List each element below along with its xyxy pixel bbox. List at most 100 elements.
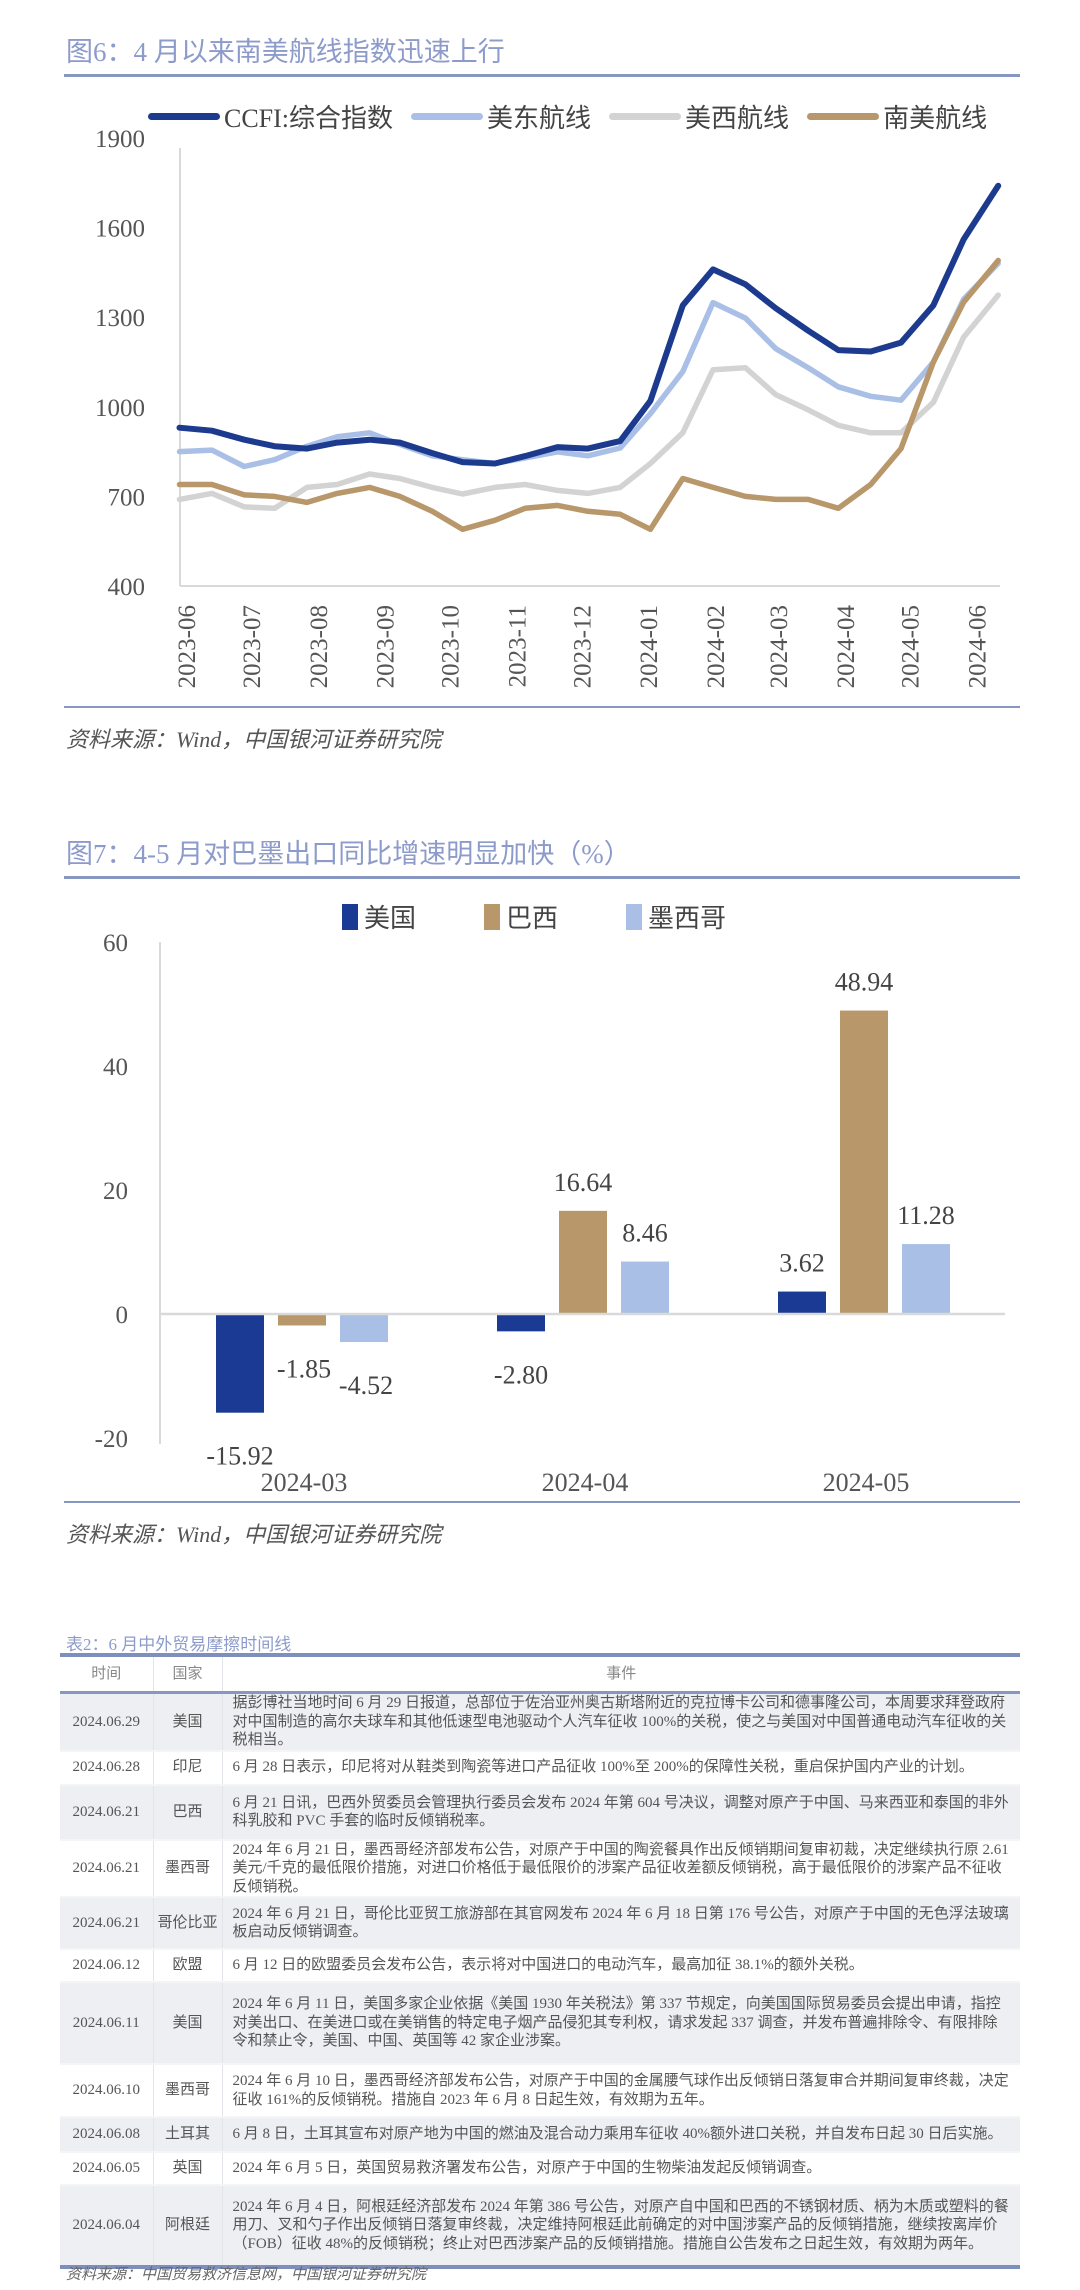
y-tick-label: 400 <box>108 574 146 601</box>
data-label: -2.80 <box>494 1360 548 1389</box>
figure6-bottom-rule <box>64 706 1020 708</box>
row-country: 土耳其 <box>153 2117 223 2153</box>
table-row: 2024.06.08 土耳其 6 月 8 日，土耳其宣布对原产地为中国的燃油及混合动… <box>60 2117 1020 2153</box>
figure7-source: 资料来源：Wind，中国银河证券研究院 <box>66 1522 442 1547</box>
x-tick-label: 2023-06 <box>174 605 201 688</box>
row-country: 墨西哥 <box>153 2064 223 2118</box>
row-date: 2024.06.04 <box>60 2185 154 2268</box>
row-event: 2024 年 6 月 21 日，哥伦比亚贸工旅游部在其官网发布 2024 年 6… <box>222 1897 1020 1950</box>
header-event: 事件 <box>222 1655 1020 1694</box>
table-row: 2024.06.29 美国 据彭博社当地时间 6 月 29 日报道，总部位于佐治亚州… <box>60 1692 1020 1752</box>
figure6-source: 资料来源：Wind，中国银河证券研究院 <box>66 727 442 752</box>
bar-2024-04-2 <box>621 1261 669 1314</box>
legend-item-usa: 美国 <box>342 898 416 935</box>
legend-swatch <box>807 113 880 120</box>
legend-item-brazil: 巴西 <box>484 898 558 935</box>
legend-swatch <box>609 113 682 120</box>
x-tick-label: 2024-06 <box>965 605 992 688</box>
x-tick-label: 2023-12 <box>569 605 596 688</box>
table-header-row: 时间 国家 事件 <box>60 1655 1020 1694</box>
x-tick-label: 2024-04 <box>542 1468 629 1497</box>
table-source: 资料来源：中国贸易救济信息网，中国银河证券研究院 <box>66 2267 427 2283</box>
legend-item-ccfi: CCFI:综合指数 <box>148 98 393 135</box>
figure6-title-rule <box>64 74 1020 77</box>
bar-2024-05-0 <box>778 1291 826 1314</box>
trade-friction-table: 时间 国家 事件 2024.06.29 美国 据彭博社当地时间 6 月 29 日报道… <box>60 1653 1020 2269</box>
y-tick-label: 1300 <box>95 305 145 332</box>
row-event: 6 月 12 日的欧盟委员会发布公告，表示将对中国进口的电动汽车，最高加征 38… <box>222 1949 1020 1983</box>
row-event: 2024 年 6 月 4 日，阿根廷经济部发布 2024 年第 386 号公告，… <box>222 2185 1020 2268</box>
table-row: 2024.06.05 英国 2024 年 6 月 5 日，英国贸易救济署发布公告，对… <box>60 2152 1020 2186</box>
row-country: 美国 <box>153 1982 223 2065</box>
x-tick-label: 2024-03 <box>261 1468 348 1497</box>
bar-2024-03-0 <box>216 1314 264 1413</box>
figure6-title: 图6：4 月以来南美航线指数迅速上行 <box>66 37 505 67</box>
data-label: 11.28 <box>897 1201 955 1230</box>
row-country: 哥伦比亚 <box>153 1897 223 1950</box>
row-event: 2024 年 6 月 21 日，墨西哥经济部发布公告，对原产于中国的陶瓷餐具作出… <box>222 1839 1020 1898</box>
line-chart: 1900 1600 1300 1000 700 400 2023-06 2023-07 2023… <box>95 126 1002 689</box>
legend-label: 美国 <box>364 904 417 933</box>
table-row: 2024.06.10 墨西哥 2024 年 6 月 10 日，墨西哥经济部发布公告，… <box>60 2064 1020 2118</box>
x-tick-label: 2024-03 <box>766 605 793 688</box>
data-label: -4.52 <box>339 1371 393 1400</box>
bar-2024-04-0 <box>497 1314 545 1332</box>
x-tick-label: 2024-05 <box>898 605 925 688</box>
bar-2024-05-2 <box>902 1244 950 1314</box>
y-tick-label: -20 <box>95 1426 128 1453</box>
series-line-2 <box>176 257 1001 533</box>
y-tick-label: 700 <box>108 484 146 511</box>
y-tick-label: 1600 <box>95 216 145 243</box>
row-date: 2024.06.08 <box>60 2117 154 2153</box>
row-country: 美国 <box>153 1692 223 1752</box>
x-tick-label: 2023-10 <box>438 605 465 688</box>
table-row: 2024.06.21 巴西 6 月 21 日讯，巴西外贸委员会管理执行委员会发布 2… <box>60 1784 1020 1841</box>
y-tick-label: 1900 <box>95 126 145 153</box>
row-country: 欧盟 <box>153 1949 223 1983</box>
bar-2024-03-1 <box>278 1314 326 1326</box>
bar-2024-03-2 <box>340 1314 388 1343</box>
x-tick-label: 2024-01 <box>636 605 663 688</box>
table-row: 2024.06.12 欧盟 6 月 12 日的欧盟委员会发布公告，表示将对中国进口的… <box>60 1949 1020 1983</box>
x-tick-label: 2023-09 <box>373 605 400 688</box>
data-label: -1.85 <box>277 1354 331 1383</box>
legend-label: CCFI:综合指数 <box>224 104 394 133</box>
row-country: 英国 <box>153 2152 223 2186</box>
figure6-legend: CCFI:综合指数 美东航线 美西航线 南美航线 <box>148 98 987 135</box>
y-tick-label: 60 <box>103 930 128 957</box>
row-event: 6 月 8 日，土耳其宣布对原产地为中国的燃油及混合动力乘用车征收 40%额外进… <box>222 2117 1020 2153</box>
x-tick-label: 2023-11 <box>504 605 531 687</box>
table-row: 2024.06.21 哥伦比亚 2024 年 6 月 21 日，哥伦比亚贸工旅游部在… <box>60 1897 1020 1950</box>
row-date: 2024.06.10 <box>60 2064 154 2118</box>
figure7-title: 图7：4-5 月对巴墨出口同比增速明显加快（%） <box>66 839 631 869</box>
data-label: 48.94 <box>835 968 894 997</box>
legend-swatch <box>342 903 358 930</box>
x-tick-label: 2024-05 <box>823 1468 910 1497</box>
series-line-3 <box>176 182 1002 467</box>
bar-chart: 60 40 20 0 -20 -15.92 -1.85 -4.52 2024-03 -2.80 16… <box>95 930 1005 1497</box>
row-event: 6 月 28 日表示，印尼将对从鞋类到陶瓷等进口产品征收 100%至 200%的… <box>222 1750 1020 1786</box>
y-tick-label: 0 <box>116 1302 129 1329</box>
table-row: 2024.06.28 印尼 6 月 28 日表示，印尼将对从鞋类到陶瓷等进口产品征收… <box>60 1750 1020 1786</box>
row-date: 2024.06.21 <box>60 1784 154 1841</box>
x-tick-label: 2024-04 <box>833 605 860 689</box>
header-country: 国家 <box>153 1655 223 1694</box>
legend-item-us-west: 美西航线 <box>609 98 789 135</box>
figure7-bottom-rule <box>64 1501 1020 1503</box>
table-title: 表2：6 月中外贸易摩擦时间线 <box>66 1635 292 1654</box>
x-tick-label: 2023-08 <box>306 605 333 688</box>
y-tick-label: 20 <box>103 1178 128 1205</box>
row-country: 阿根廷 <box>153 2185 223 2268</box>
figure7-legend: 美国 巴西 墨西哥 <box>342 898 726 935</box>
bar-2024-04-1 <box>559 1210 607 1314</box>
data-label: 3.62 <box>779 1249 825 1278</box>
legend-swatch <box>484 903 501 930</box>
row-date: 2024.06.28 <box>60 1750 154 1786</box>
figure7-title-rule <box>64 876 1020 879</box>
row-date: 2024.06.11 <box>60 1982 154 2065</box>
table-row: 2024.06.11 美国 2024 年 6 月 11 日，美国多家企业依据《美国 … <box>60 1982 1020 2065</box>
row-date: 2024.06.12 <box>60 1949 154 1983</box>
data-label: -15.92 <box>206 1442 273 1471</box>
row-date: 2024.06.29 <box>60 1692 154 1752</box>
x-tick-label: 2023-07 <box>239 605 266 688</box>
